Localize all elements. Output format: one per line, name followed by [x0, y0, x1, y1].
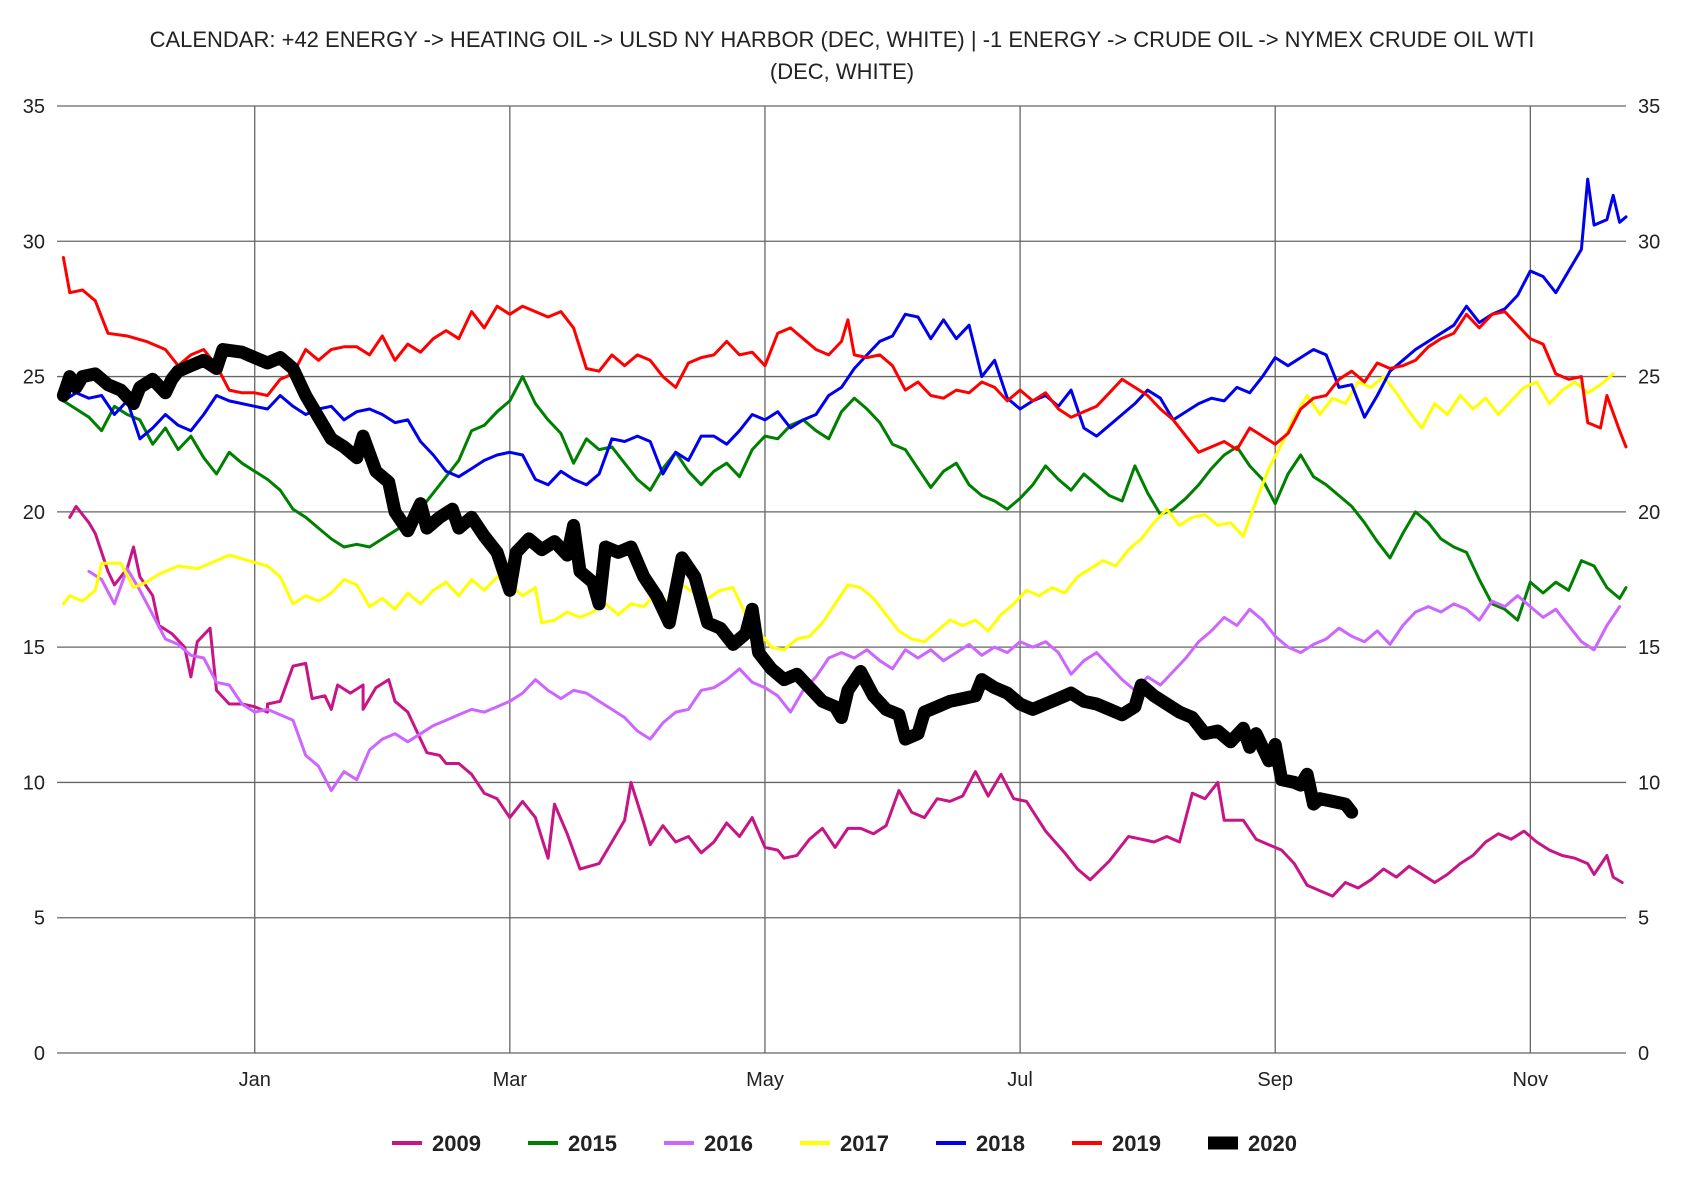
y-tick-label-left: 10: [23, 772, 45, 794]
legend-item-2017: 2017: [800, 1131, 889, 1156]
x-tick-label: Sep: [1257, 1069, 1293, 1091]
chart-title-line-2: (DEC, WHITE): [769, 59, 915, 84]
legend-item-2009: 2009: [392, 1131, 481, 1156]
legend-item-2019: 2019: [1072, 1131, 1161, 1156]
x-axis: Jan Mar May Jul Sep Nov: [239, 1069, 1549, 1091]
legend-item-2018: 2018: [936, 1131, 1025, 1156]
y-tick-label-right: 20: [1638, 502, 1660, 524]
y-tick-label-right: 0: [1638, 1043, 1649, 1065]
series-lines: [56, 177, 1628, 898]
series-line-2017: [61, 372, 1615, 652]
y-tick-label-right: 30: [1638, 231, 1660, 253]
y-tick-label-left: 0: [34, 1043, 45, 1065]
x-tick-label: Jan: [239, 1069, 271, 1091]
y-tick-label-left: 20: [23, 502, 45, 524]
legend-label-2019: 2019: [1112, 1131, 1161, 1156]
legend: 2009 2015 2016 2017 2018 2019 2020: [392, 1131, 1297, 1156]
y-tick-label-right: 5: [1638, 908, 1649, 930]
y-tick-label-right: 10: [1638, 772, 1660, 794]
legend-label-2009: 2009: [432, 1131, 481, 1156]
legend-label-2017: 2017: [840, 1131, 889, 1156]
series-line-2019: [61, 256, 1628, 454]
x-tick-label: Jul: [1007, 1069, 1033, 1091]
chart-title-line-1: CALENDAR: +42 ENERGY -> HEATING OIL -> U…: [149, 27, 1535, 52]
legend-label-2018: 2018: [976, 1131, 1025, 1156]
y-tick-label-right: 15: [1638, 637, 1660, 659]
y-tick-label-left: 5: [34, 908, 45, 930]
y-tick-label-right: 35: [1638, 96, 1660, 118]
series-line-2016: [87, 567, 1622, 792]
y-tick-label-left: 35: [23, 96, 45, 118]
gridlines: [57, 105, 1626, 1054]
legend-item-2015: 2015: [528, 1131, 617, 1156]
x-tick-label: May: [746, 1069, 784, 1091]
left-y-axis: 0 5 10 15 20 25 30 35: [23, 96, 45, 1065]
series-line-2009: [68, 504, 1624, 898]
legend-label-2016: 2016: [704, 1131, 753, 1156]
x-tick-label: Nov: [1513, 1069, 1549, 1091]
legend-label-2020: 2020: [1248, 1131, 1297, 1156]
legend-item-2020: 2020: [1208, 1131, 1297, 1156]
right-y-axis: 0 5 10 15 20 25 30 35: [1638, 96, 1660, 1065]
legend-label-2015: 2015: [568, 1131, 617, 1156]
y-tick-label-left: 30: [23, 231, 45, 253]
x-tick-label: Mar: [493, 1069, 528, 1091]
series-line-2015: [61, 375, 1628, 622]
series-line-2020: [56, 343, 1359, 819]
y-tick-label-left: 15: [23, 637, 45, 659]
y-tick-label-left: 25: [23, 367, 45, 389]
y-tick-label-right: 25: [1638, 367, 1660, 389]
legend-item-2016: 2016: [664, 1131, 753, 1156]
